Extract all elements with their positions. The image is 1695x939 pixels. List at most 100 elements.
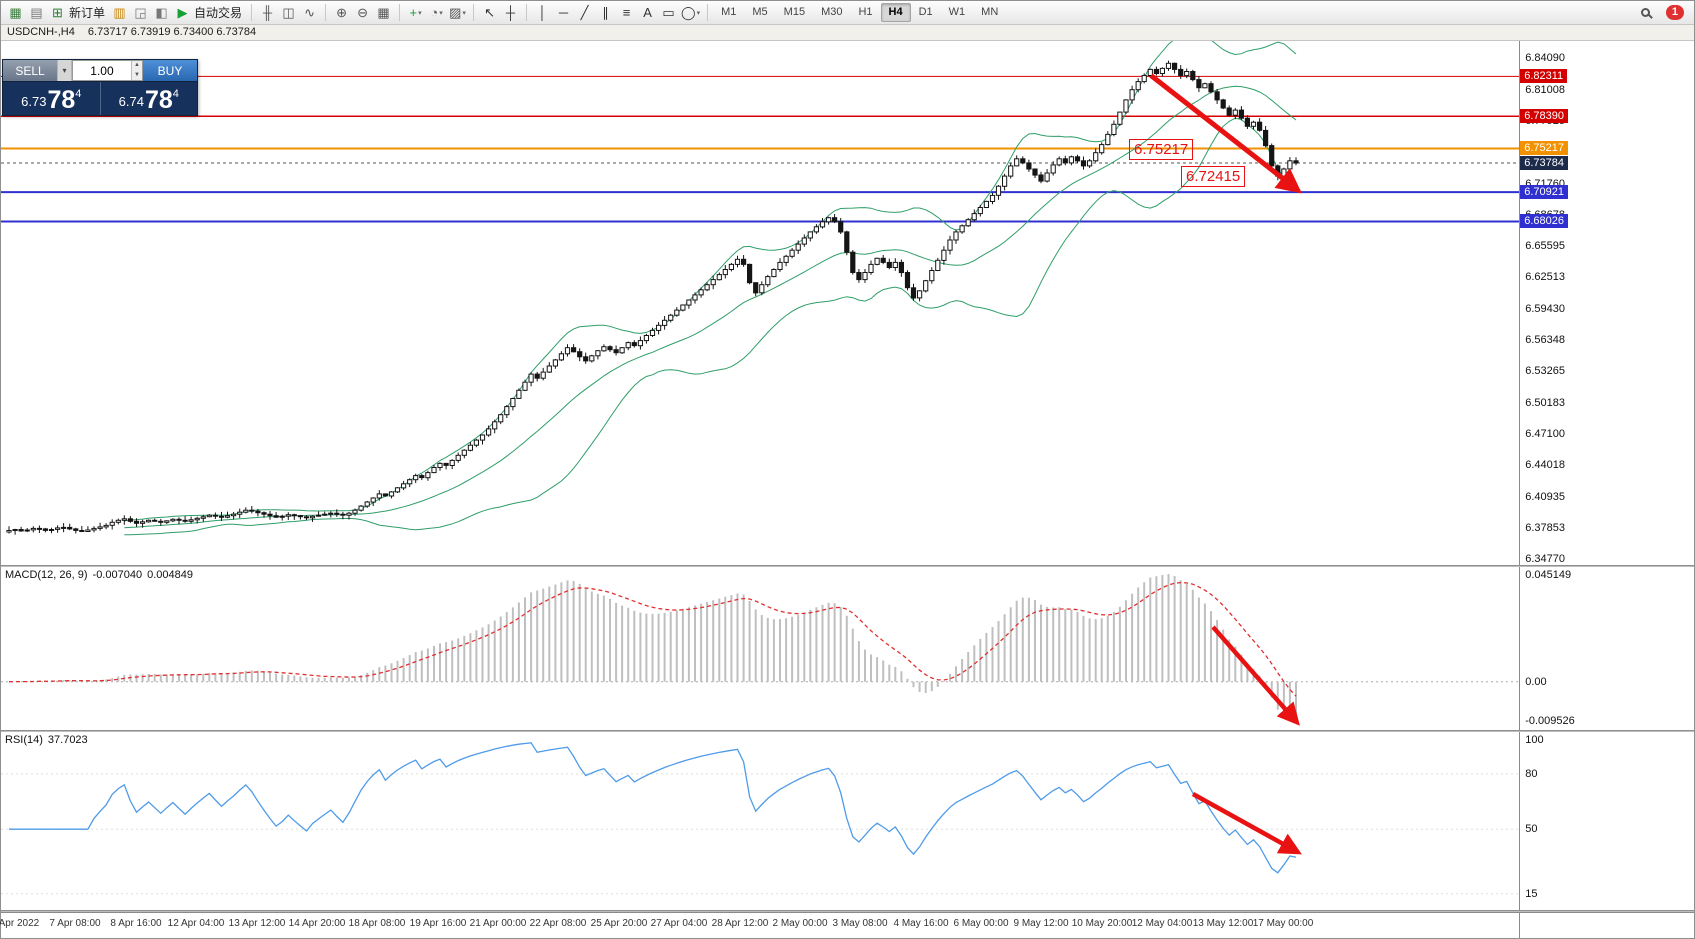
timeframe-h1[interactable]: H1 xyxy=(858,6,873,18)
data-window-icon[interactable]: ◲ xyxy=(134,4,147,20)
new-chart-icon[interactable]: ▦ xyxy=(9,4,22,20)
time-axis-label: 3 May 08:00 xyxy=(832,918,888,929)
timeframe-w1[interactable]: W1 xyxy=(948,6,966,18)
toolbar-divider xyxy=(707,4,709,21)
macd-name: MACD(12, 26, 9) xyxy=(5,569,88,581)
new-order-icon[interactable]: ⊞ xyxy=(52,4,63,20)
axis-label: 6.37853 xyxy=(1525,522,1565,534)
zoom-out-icon[interactable]: ⊖ xyxy=(357,4,368,20)
templates-icon[interactable]: ▨ ▾ xyxy=(449,4,466,20)
autotrading-label[interactable]: 自动交易 xyxy=(194,6,243,20)
main-chart-plot[interactable]: SELL ▾ ▲ ▼ BUY 6.73784 xyxy=(1,41,1520,565)
bar-chart-icon[interactable]: ╫ xyxy=(262,5,273,20)
indicators-icon[interactable]: + ▾ xyxy=(409,5,422,20)
profiles-icon[interactable]: ▤ xyxy=(30,4,43,20)
sell-price-sup: 4 xyxy=(75,88,82,100)
candlestick-chart-icon[interactable]: ◫ xyxy=(282,4,295,20)
buy-button[interactable]: BUY xyxy=(143,60,197,81)
navigator-icon[interactable]: ◧ xyxy=(155,4,168,20)
buy-price[interactable]: 6.74 78 4 xyxy=(99,82,198,115)
sell-price[interactable]: 6.73 78 4 xyxy=(3,82,100,115)
vertical-line-icon[interactable]: │ xyxy=(538,5,547,20)
trade-dropdown-icon[interactable]: ▾ xyxy=(57,60,72,81)
timeframe-m15[interactable]: M15 xyxy=(783,6,806,18)
time-axis-label: 13 May 12:00 xyxy=(1192,918,1254,929)
axis-label: 6.81008 xyxy=(1525,84,1565,96)
axis-label: 6.50183 xyxy=(1525,397,1565,409)
macd-panel[interactable]: MACD(12, 26, 9) -0.007040 0.004849 xyxy=(1,567,1520,730)
cursor-icon[interactable]: ↖ xyxy=(484,4,495,20)
timeframe-d1[interactable]: D1 xyxy=(918,6,933,18)
fibonacci-icon[interactable]: ≡ xyxy=(622,5,631,20)
market-watch-icon[interactable]: ▥ xyxy=(113,4,126,20)
buy-price-small: 6.74 xyxy=(118,94,144,109)
axis-label: 6.44018 xyxy=(1525,459,1565,471)
line-chart-icon[interactable]: ∿ xyxy=(304,4,315,20)
time-axis[interactable]: 1 Apr 2022 7 Apr 08:00 8 Apr 16:00 12 Apr 0… xyxy=(0,912,1520,938)
time-axis-label: 6 May 00:00 xyxy=(953,918,1009,929)
rsi-panel-label: RSI(14) 37.7023 xyxy=(5,734,93,746)
periods-icon[interactable]: ◔ ▾ xyxy=(430,5,443,20)
autotrading-icon[interactable]: ▶ xyxy=(177,4,188,20)
panel-separator[interactable] xyxy=(1,565,1694,567)
shapes-icon[interactable]: ◯ ▾ xyxy=(681,4,701,20)
buy-price-sup: 4 xyxy=(172,88,179,100)
trendline-icon[interactable]: ╱ xyxy=(580,4,589,20)
horizontal-line-icon[interactable]: ─ xyxy=(558,5,569,20)
volume-up-icon[interactable]: ▲ xyxy=(131,61,142,71)
crosshair-icon[interactable]: ┼ xyxy=(505,5,516,20)
toolbar-divider xyxy=(526,4,528,21)
time-axis-label: 4 May 16:00 xyxy=(893,918,949,929)
time-axis-label: 1 Apr 2022 xyxy=(0,918,40,929)
price-badge: 6.68026 xyxy=(1520,214,1568,228)
timeframe-m5[interactable]: M5 xyxy=(752,6,768,18)
label-icon[interactable]: ▭ xyxy=(662,4,675,20)
toolbar-divider xyxy=(325,4,327,21)
volume-spinner: ▲ ▼ xyxy=(130,61,142,80)
macd-svg xyxy=(1,574,1520,726)
timeframe-m30[interactable]: M30 xyxy=(821,6,843,18)
price-axis[interactable]: 6.840906.810086.779256.748436.717606.686… xyxy=(1519,41,1694,565)
time-axis-label: 22 Apr 08:00 xyxy=(529,918,587,929)
macd-panel-label: MACD(12, 26, 9) -0.007040 0.004849 xyxy=(5,569,198,581)
macd-axis[interactable]: 0.045149 0.00 -0.009526 xyxy=(1519,567,1694,730)
rsi-svg xyxy=(1,742,1520,895)
sell-price-small: 6.73 xyxy=(21,94,47,109)
timeframe-m1[interactable]: M1 xyxy=(721,6,737,18)
toolbar-groups: ▦ ▤ ⊞ 新订单 ▥ ◲ ◧ ▶ 自动交易 ╫ ◫ ∿ ⊕ ⊖ ▦ + ▾ ◔ ▾ ▨ ▾ ↖ ┼ │ ─ ╱ ∥ ≡ A ▭ ◯ ▾ xyxy=(5,3,702,23)
panel-separator[interactable] xyxy=(1,910,1694,912)
chart-annotation[interactable]: 6.75217 xyxy=(1129,139,1194,160)
notification-badge[interactable]: 1 xyxy=(1665,5,1684,20)
axis-label: 6.34770 xyxy=(1525,553,1565,565)
time-axis-label: 10 May 20:00 xyxy=(1071,918,1133,929)
timeframe-h4[interactable]: H4 xyxy=(880,3,911,22)
time-axis-label: 19 Apr 16:00 xyxy=(409,918,467,929)
tile-windows-icon[interactable]: ▦ xyxy=(377,4,390,20)
panel-separator[interactable] xyxy=(1,730,1694,732)
price-badge: 6.75217 xyxy=(1520,141,1568,155)
channel-icon[interactable]: ∥ xyxy=(602,4,609,20)
volume-down-icon[interactable]: ▼ xyxy=(131,70,142,80)
toolbar-right: 1 xyxy=(1635,3,1690,23)
axis-label: 15 xyxy=(1525,888,1538,900)
volume-input[interactable] xyxy=(73,61,131,80)
text-icon[interactable]: A xyxy=(643,5,652,20)
axis-label: 80 xyxy=(1525,768,1538,780)
zoom-in-icon[interactable]: ⊕ xyxy=(336,4,347,20)
search-icon[interactable] xyxy=(1635,3,1656,23)
rsi-panel[interactable]: RSI(14) 37.7023 xyxy=(1,732,1520,910)
axis-label: 6.56348 xyxy=(1525,334,1565,346)
toolbar: ▦ ▤ ⊞ 新订单 ▥ ◲ ◧ ▶ 自动交易 ╫ ◫ ∿ ⊕ ⊖ ▦ + ▾ ◔ ▾ ▨ ▾ ↖ ┼ │ ─ ╱ ∥ ≡ A ▭ ◯ ▾ M1… xyxy=(1,1,1694,25)
time-axis-label: 25 Apr 20:00 xyxy=(590,918,648,929)
axis-corner xyxy=(1519,912,1694,938)
time-axis-label: 8 Apr 16:00 xyxy=(110,918,162,929)
chart-annotation[interactable]: 6.72415 xyxy=(1181,166,1246,187)
rsi-axis[interactable]: 100 80 50 15 xyxy=(1519,732,1694,910)
volume-field: ▲ ▼ xyxy=(72,60,143,81)
buy-price-big: 78 xyxy=(144,86,173,114)
axis-label: -0.009526 xyxy=(1525,715,1575,727)
sell-button[interactable]: SELL xyxy=(3,60,57,81)
new-order-label[interactable]: 新订单 xyxy=(69,6,106,20)
timeframe-mn[interactable]: MN xyxy=(981,6,999,18)
time-axis-label: 18 Apr 08:00 xyxy=(348,918,406,929)
